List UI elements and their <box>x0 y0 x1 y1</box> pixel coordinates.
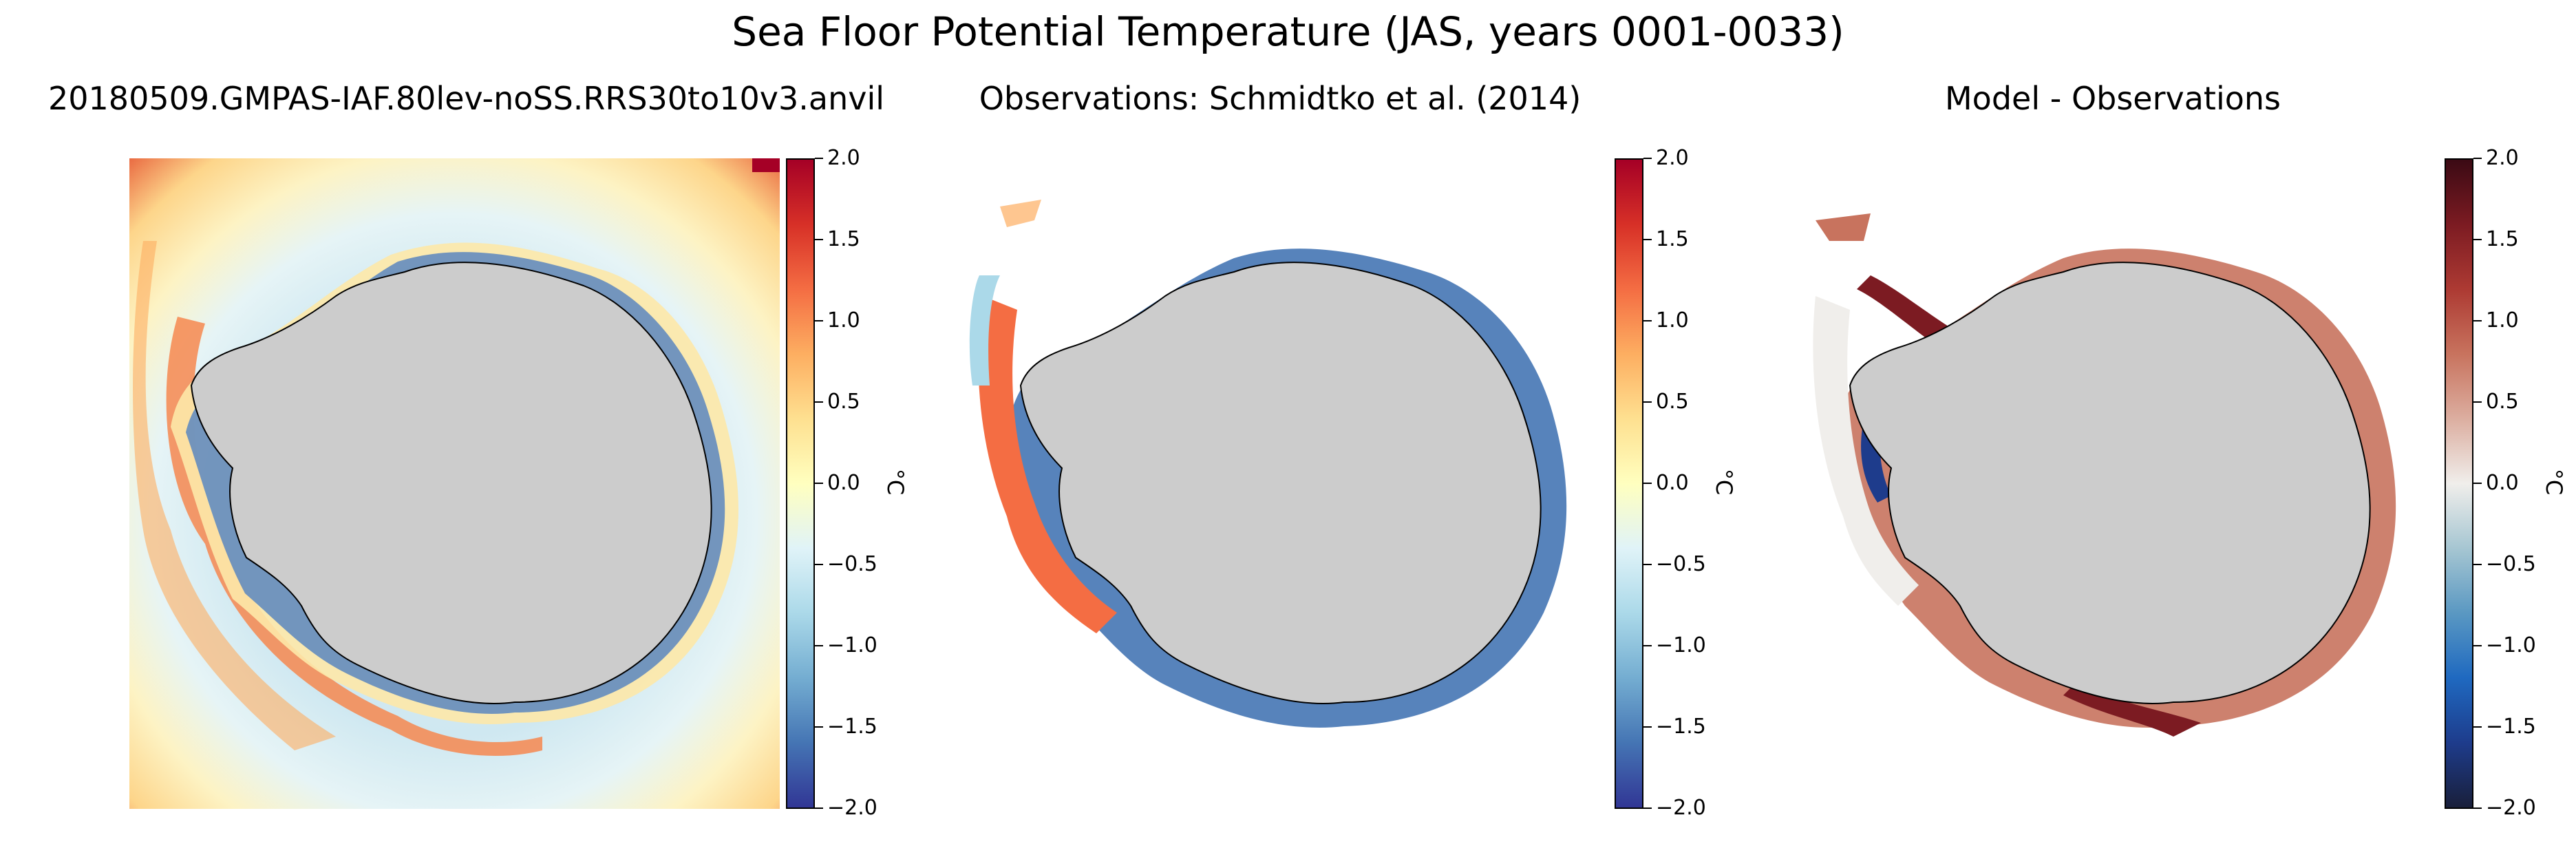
tick-label: 0.5 <box>2486 390 2519 414</box>
tick-label: 0.0 <box>2486 471 2519 495</box>
tick-label: 2.0 <box>827 146 860 170</box>
tick-label: −0.5 <box>1656 552 1706 576</box>
tick-label: −1.0 <box>2486 633 2536 657</box>
colorbar-unit-observations: °C <box>1711 468 1738 496</box>
map-observations <box>959 158 1609 809</box>
tick-label: −0.5 <box>827 552 877 576</box>
tick-label: 1.5 <box>1656 227 1689 251</box>
tick-label: −1.0 <box>1656 633 1706 657</box>
figure-title: Sea Floor Potential Temperature (JAS, ye… <box>732 8 1844 55</box>
tick-label: 0.0 <box>1656 471 1689 495</box>
tick-label: −1.0 <box>827 633 877 657</box>
colorbar-ticks-model: 2.0 1.5 1.0 0.5 0.0 −0.5 −1.0 −1.5 −2.0 <box>815 147 918 820</box>
tick-label: 1.5 <box>2486 227 2519 251</box>
panel-title-observations: Observations: Schmidtko et al. (2014) <box>979 80 1582 117</box>
tick-label: −0.5 <box>2486 552 2536 576</box>
colorbar-unit-bias: °C <box>2541 468 2568 496</box>
map-model <box>129 158 780 809</box>
tick-label: −2.0 <box>2486 796 2536 820</box>
map-bias <box>1788 158 2438 809</box>
tick-label: 0.5 <box>827 390 860 414</box>
colorbar-unit-model: °C <box>882 468 909 496</box>
tick-label: 1.0 <box>2486 308 2519 332</box>
tick-label: −2.0 <box>827 796 877 820</box>
tick-label: 0.0 <box>827 471 860 495</box>
tick-label: 1.0 <box>827 308 860 332</box>
tick-label: 1.5 <box>827 227 860 251</box>
antarctica-land <box>190 262 712 704</box>
tick-label: −2.0 <box>1656 796 1706 820</box>
warm-shelf-band <box>978 296 1117 633</box>
panel-title-model: 20180509.GMPAS-IAF.80lev-noSS.RRS30to10v… <box>48 80 885 117</box>
antarctica-land <box>1019 262 1542 704</box>
tick-label: −1.5 <box>2486 715 2536 739</box>
tick-label: −1.5 <box>827 715 877 739</box>
tick-label: 2.0 <box>1656 146 1689 170</box>
tick-label: 0.5 <box>1656 390 1689 414</box>
colorbar-ticks-bias: 2.0 1.5 1.0 0.5 0.0 −0.5 −1.0 −1.5 −2.0 <box>2473 147 2576 820</box>
antarctica-land <box>1849 262 2371 704</box>
tick-label: 1.0 <box>1656 308 1689 332</box>
panel-title-bias: Model - Observations <box>1944 80 2281 117</box>
tick-label: 2.0 <box>2486 146 2519 170</box>
colorbar-model <box>786 158 815 809</box>
colorbar-ticks-observations: 2.0 1.5 1.0 0.5 0.0 −0.5 −1.0 −1.5 −2.0 <box>1643 147 1747 820</box>
colorbar-bias <box>2445 158 2473 809</box>
colorbar-observations <box>1615 158 1643 809</box>
tick-label: −1.5 <box>1656 715 1706 739</box>
